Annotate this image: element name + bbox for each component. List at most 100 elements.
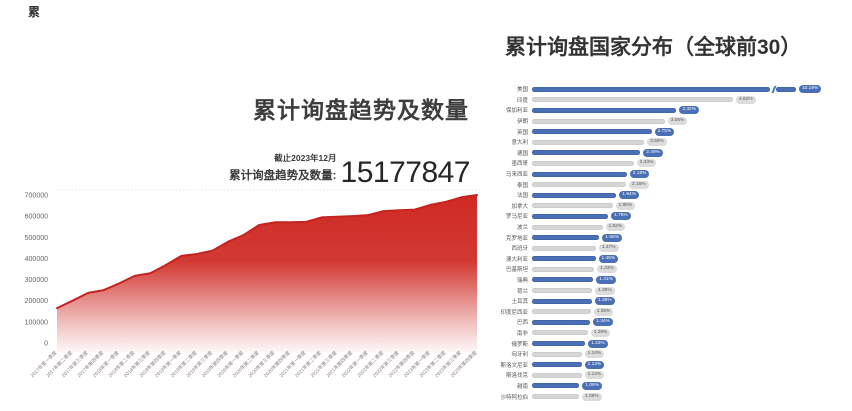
bar-segment: [532, 298, 592, 304]
country-label: 巴西: [516, 320, 528, 327]
country-label: 保加利亚: [505, 108, 528, 115]
bar-segment: [532, 319, 591, 325]
value-pill: 1.47%: [598, 244, 619, 253]
bar-segment: [532, 213, 609, 219]
bar-track: 1.28%: [532, 328, 611, 339]
bar-row: 印度 4.62%: [490, 95, 852, 106]
x-axis-tick: 2019年第三季度: [185, 349, 215, 379]
value-pill: 1.14%: [584, 350, 605, 359]
bar-track: 1.14%: [532, 349, 605, 360]
area-fill: [57, 195, 477, 352]
x-axis-tick: 2022年第四季度: [387, 349, 417, 379]
bar-row: 波兰 1.62%: [490, 222, 852, 233]
x-axis-tick: 2018年第四季度: [138, 349, 168, 379]
bar-track: 2.58%: [532, 137, 667, 148]
country-label: 加拿大: [511, 203, 528, 210]
bar-row: 保加利亚 3.32%: [490, 105, 852, 116]
value-pill: 1.22%: [588, 339, 608, 348]
bar-segment: [532, 192, 617, 198]
x-axis-tick: 2017年第三季度: [60, 349, 90, 379]
bar-track: 1.08%: [532, 391, 602, 402]
bar-segment: [532, 118, 665, 124]
y-axis-tick: 500000: [25, 235, 48, 242]
x-axis-tick: 2023年第二季度: [418, 349, 448, 379]
bar-segment: [532, 107, 677, 113]
bar-row: 法国 1.94%: [490, 190, 852, 201]
bar-segment: [532, 341, 586, 347]
x-axis-tick: 2022年第三季度: [371, 349, 401, 379]
metric-value: 15177847: [340, 156, 471, 189]
axis-break-icon: [770, 86, 776, 93]
x-axis-tick: 2023年第一季度: [402, 349, 432, 379]
country-label: 南非: [516, 330, 528, 337]
y-axis-tick: 700000: [25, 193, 48, 200]
country-label: 越南: [516, 383, 528, 390]
bar-segment: [532, 139, 645, 145]
country-label: 意大利: [511, 140, 528, 147]
x-axis-tick: 2020年第三季度: [247, 349, 277, 379]
country-label: 波兰: [516, 225, 528, 232]
value-pill: 1.28%: [590, 328, 611, 337]
y-axis-tick: 300000: [25, 277, 48, 284]
bar-segment: [532, 277, 594, 283]
x-axis-tick: 2019年第一季度: [153, 349, 183, 379]
bar-track: 3.32%: [532, 105, 699, 116]
country-label: 德国: [516, 150, 528, 157]
bar-row: 斯洛文尼亚 1.14%: [490, 359, 852, 370]
bar-row: 土耳其 1.38%: [490, 296, 852, 307]
bar-row: 越南 1.09%: [490, 381, 852, 392]
bar-row: 沙特阿拉伯 1.08%: [490, 391, 852, 402]
bar-track: 10.19%: [532, 84, 822, 95]
bar-row: 巴西 1.34%: [490, 317, 852, 328]
bar-row: 伊朗 3.05%: [490, 116, 852, 127]
x-axis-tick: 2018年第二季度: [107, 349, 137, 379]
bar-row: 荷兰 1.38%: [490, 285, 852, 296]
bar-segment: [532, 362, 582, 368]
bar-row: 英国 2.75%: [490, 126, 852, 137]
value-pill: 1.41%: [596, 275, 616, 284]
x-axis-tick: 2020年第二季度: [231, 349, 261, 379]
bar-track: 1.14%: [532, 370, 605, 381]
x-axis-tick: 2017年第四季度: [76, 349, 106, 379]
bar-track: 1.94%: [532, 190, 639, 201]
x-axis-tick: 2017年第一季度: [29, 349, 59, 379]
bar-segment: [776, 86, 796, 92]
bar-track: 3.05%: [532, 116, 688, 127]
x-axis-tick: 2021年第三季度: [309, 349, 339, 379]
country-label: 克罗地亚: [505, 235, 528, 242]
bar-track: 1.38%: [532, 285, 615, 296]
value-pill: 2.16%: [629, 180, 649, 189]
bar-row: 泰国 2.16%: [490, 179, 852, 190]
bar-segment: [532, 372, 582, 378]
country-label: 荷兰: [516, 288, 528, 295]
y-axis-tick: 600000: [25, 214, 48, 221]
x-axis-tick: 2021年第四季度: [325, 349, 355, 379]
value-pill: 1.08%: [582, 392, 602, 401]
inquiry-trend-area-chart: 0 100000 200000 300000 400000 500000 600000 700…: [25, 189, 480, 379]
corner-logo-mark: 累: [28, 5, 41, 19]
y-axis-tick: 400000: [25, 256, 48, 263]
bar-track: 2.18%: [532, 169, 650, 180]
value-pill: 1.09%: [582, 381, 602, 390]
bar-row: 加拿大 1.85%: [490, 201, 852, 212]
x-axis-tick: 2021年第二季度: [293, 349, 323, 379]
x-axis-tick: 2018年第一季度: [91, 349, 121, 379]
bar-segment: [532, 394, 579, 400]
bar-row: 德国 2.49%: [490, 148, 852, 159]
bar-segment: [532, 224, 603, 230]
x-axis-tick: 2022年第二季度: [356, 349, 386, 379]
bar-segment: [532, 288, 592, 294]
value-pill: 3.05%: [667, 117, 688, 126]
bar-segment: [532, 351, 582, 357]
value-pill: 3.32%: [679, 106, 699, 115]
x-axis-tick: 2023年第四季度: [449, 349, 479, 379]
bar-track: 1.62%: [532, 222, 626, 233]
bar-segment: [532, 235, 600, 241]
bar-row: 西班牙 1.47%: [490, 243, 852, 254]
bar-segment: [532, 245, 596, 251]
right-chart-title: 累计询盘国家分布（全球前30）: [505, 36, 802, 59]
bar-track: 1.22%: [532, 338, 608, 349]
bar-track: 2.16%: [532, 179, 649, 190]
country-label: 瑞典: [516, 277, 528, 284]
value-pill: 4.62%: [736, 95, 756, 104]
